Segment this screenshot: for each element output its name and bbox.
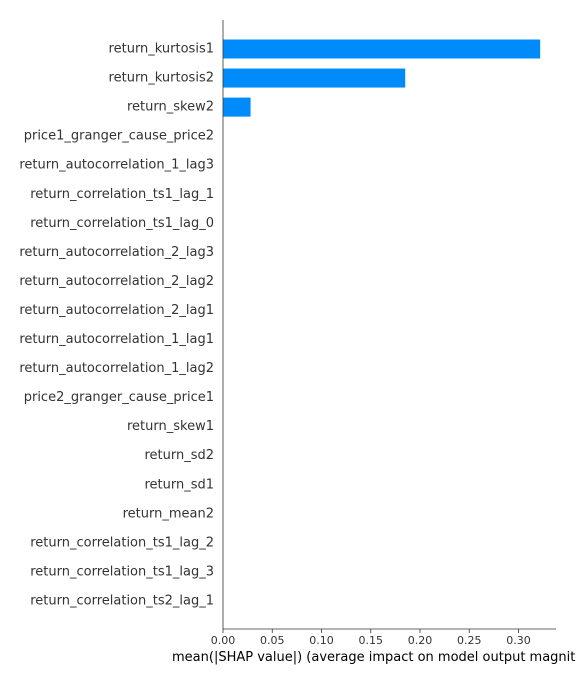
category-label: return_correlation_ts1_lag_0: [30, 216, 214, 231]
category-label: return_correlation_ts1_lag_3: [30, 564, 214, 579]
x-tick-label: 0.25: [457, 634, 482, 647]
category-label: return_skew2: [127, 100, 214, 115]
category-label: return_autocorrelation_2_lag1: [19, 303, 214, 318]
category-label: return_autocorrelation_1_lag2: [19, 361, 214, 376]
category-label: return_kurtosis1: [109, 42, 214, 57]
bar-return_skew2: [223, 97, 251, 117]
bar-return_kurtosis2: [223, 68, 406, 88]
category-label: return_autocorrelation_1_lag3: [19, 158, 214, 173]
category-label: return_autocorrelation_1_lag1: [19, 332, 214, 347]
x-tick-label: 0.30: [506, 634, 531, 647]
x-ticks-group: 0.00 0.05 0.10 0.15 0.20 0.25 0.30: [211, 629, 531, 647]
category-label: return_sd2: [144, 448, 214, 463]
category-label: price1_granger_cause_price2: [24, 129, 214, 144]
category-label: return_correlation_ts2_lag_1: [30, 593, 214, 608]
x-tick-label: 0.00: [211, 634, 236, 647]
category-label: return_autocorrelation_2_lag2: [19, 274, 214, 289]
category-label: return_sd1: [144, 477, 214, 492]
category-label: price2_granger_cause_price1: [24, 390, 214, 405]
category-label: return_skew1: [127, 419, 214, 434]
x-axis-title: mean(|SHAP value|) (average impact on mo…: [172, 650, 576, 665]
x-tick-label: 0.15: [359, 634, 384, 647]
category-label: return_autocorrelation_2_lag3: [19, 245, 214, 260]
x-tick-label: 0.05: [260, 634, 285, 647]
category-labels: return_kurtosis1 return_kurtosis2 return_s…: [19, 42, 214, 609]
bar-return_kurtosis1: [223, 39, 541, 59]
category-label: return_correlation_ts1_lag_2: [30, 535, 214, 550]
category-label: return_correlation_ts1_lag_1: [30, 187, 214, 202]
x-tick-label: 0.20: [408, 634, 433, 647]
category-label: return_kurtosis2: [109, 71, 214, 86]
category-label: return_mean2: [123, 506, 214, 521]
x-tick-label: 0.10: [309, 634, 334, 647]
bars-group: [223, 39, 541, 117]
